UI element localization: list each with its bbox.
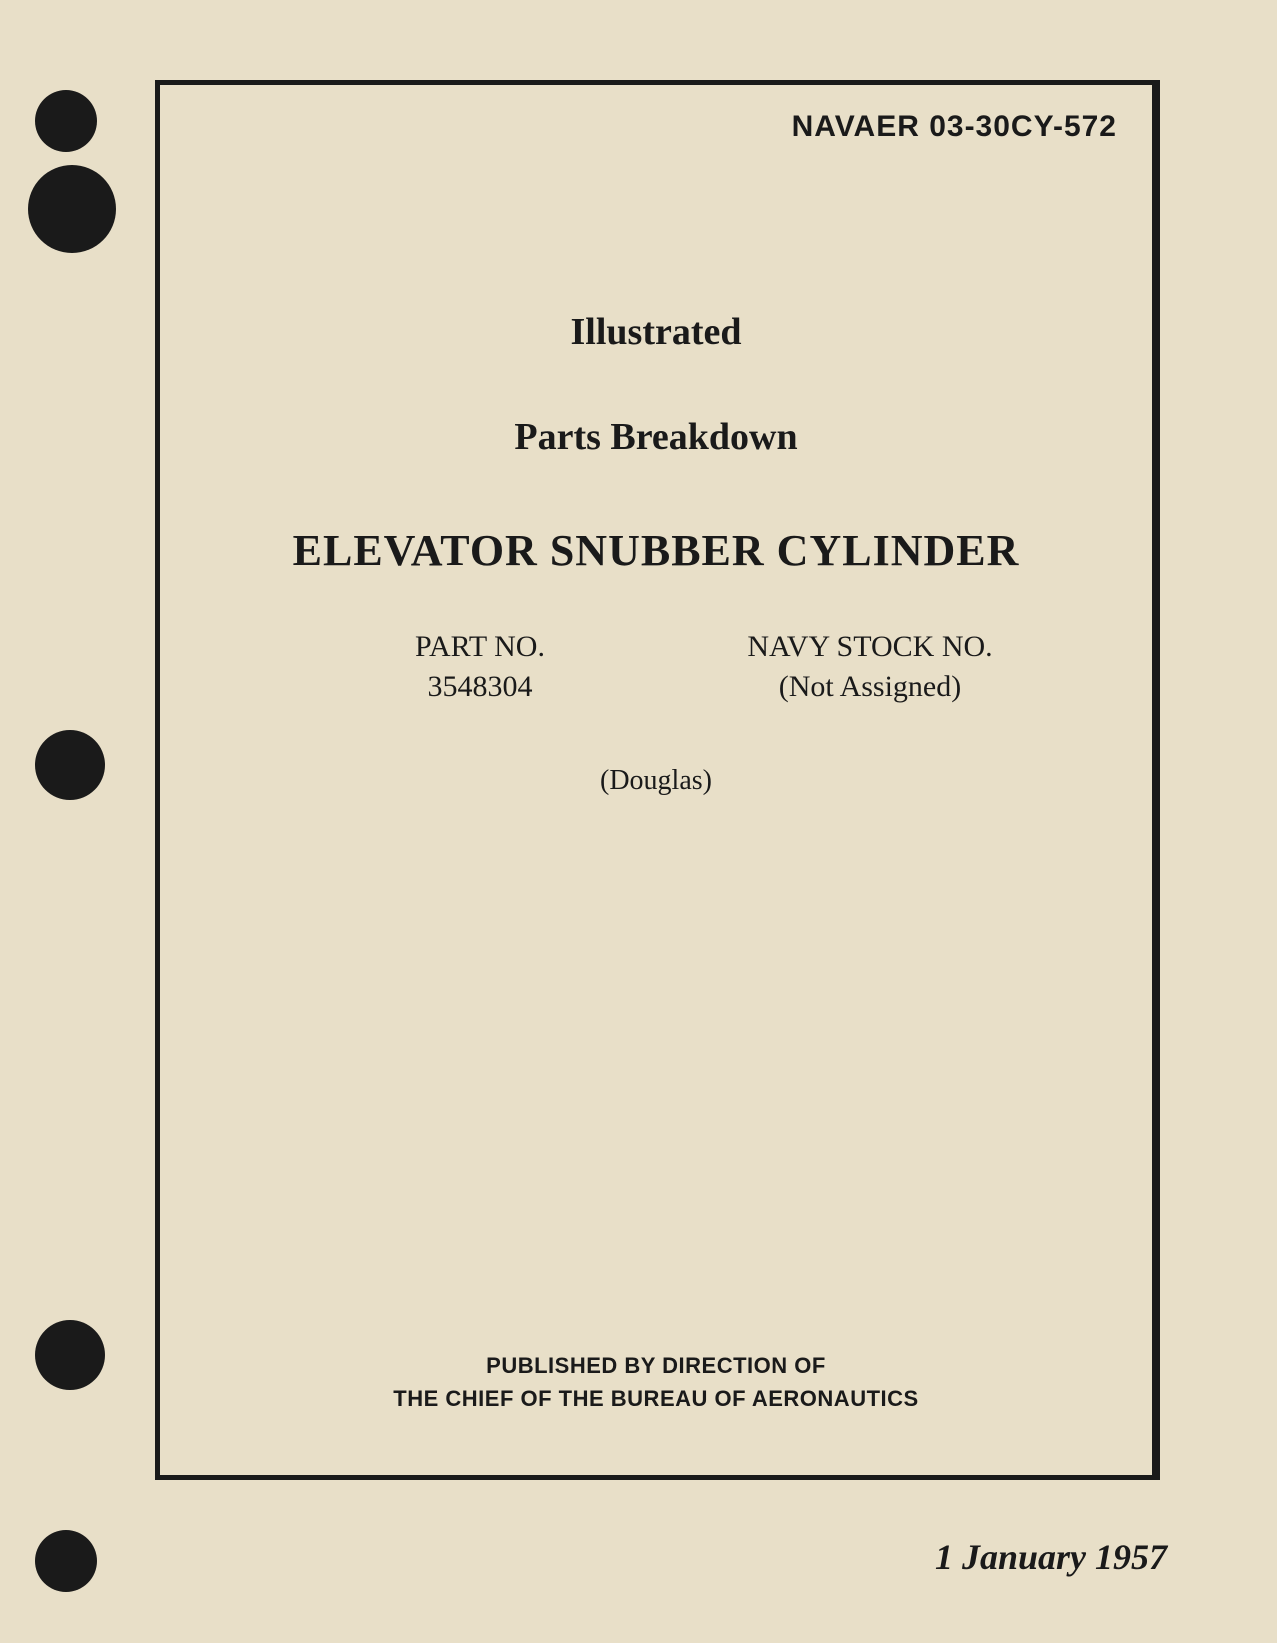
subtitle-parts-breakdown: Parts Breakdown	[160, 415, 1152, 459]
manufacturer: (Douglas)	[160, 765, 1152, 797]
navy-stock-value: (Not Assigned)	[690, 670, 1050, 704]
subtitle-illustrated: Illustrated	[160, 310, 1152, 354]
navy-stock-label: NAVY STOCK NO.	[690, 630, 1050, 664]
published-line-2: THE CHIEF OF THE BUREAU OF AERONAUTICS	[393, 1386, 918, 1411]
punch-hole	[35, 730, 105, 800]
punch-hole	[35, 1530, 97, 1592]
publication-date: 1 January 1957	[935, 1536, 1167, 1578]
content-frame: NAVAER 03-30CY-572 Illustrated Parts Bre…	[155, 80, 1160, 1480]
published-line-1: PUBLISHED BY DIRECTION OF	[486, 1353, 826, 1378]
published-by: PUBLISHED BY DIRECTION OF THE CHIEF OF T…	[160, 1349, 1152, 1415]
document-number: NAVAER 03-30CY-572	[792, 110, 1117, 144]
part-number-value: 3548304	[340, 670, 620, 704]
main-title: ELEVATOR SNUBBER CYLINDER	[160, 525, 1152, 576]
punch-hole	[35, 1320, 105, 1390]
punch-hole	[28, 165, 116, 253]
punch-hole	[35, 90, 97, 152]
part-number-label: PART NO.	[340, 630, 620, 664]
page-container: NAVAER 03-30CY-572 Illustrated Parts Bre…	[0, 0, 1277, 1643]
